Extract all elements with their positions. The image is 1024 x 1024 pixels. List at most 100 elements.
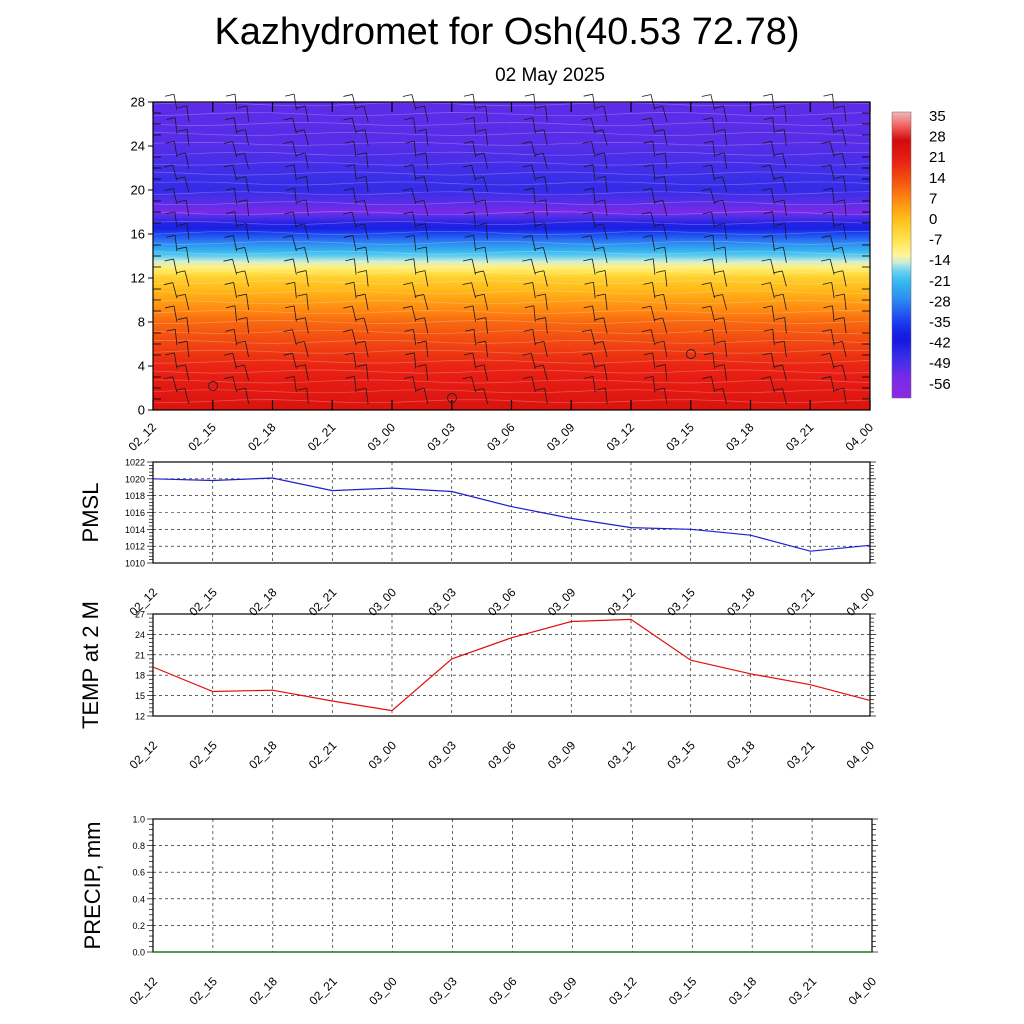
wind-barb [411,282,417,299]
wind-barb [603,247,608,263]
wind-barb-flag [357,270,367,273]
temperature-contour [152,290,871,295]
wind-barb [592,164,596,181]
wind-barb [530,353,536,369]
wind-barb [770,258,775,275]
wind-barb [590,235,596,252]
wind-barb-flag [237,223,247,226]
wind-barb-flag [297,176,307,179]
x-tick-label: 02_21 [305,420,339,454]
wind-barb-flag [164,258,174,262]
wind-barb-flag [534,129,545,133]
wind-barb [831,282,835,299]
wind-barb-flag [762,352,772,356]
wind-barb [662,317,668,334]
wind-barb [724,246,728,263]
wind-barb-flag [821,258,831,262]
wind-barb [543,341,548,358]
wind-barb [425,364,429,381]
wind-barb [483,388,489,405]
wind-barb-flag [653,105,663,109]
wind-barb-flag [594,223,604,227]
wind-barb-flag [405,352,415,356]
wind-barb [232,376,238,393]
wind-barb-flag [714,270,724,274]
wind-barb-flag [295,129,305,133]
wind-barb-flag [295,341,305,344]
wind-barb [293,305,297,322]
wind-barb-flag [415,176,425,180]
temperature-contour [152,369,871,374]
wind-barb-flag [821,235,831,238]
wind-barb-flag [237,293,247,297]
x-tick-label: 03_09 [544,420,578,454]
temperature-contour [152,141,871,146]
wind-barb [831,211,835,228]
wind-barb-flag [464,234,474,238]
wind-barb-flag [654,223,664,227]
wind-barb [663,129,668,146]
wind-barb [722,294,728,311]
wind-barb [602,129,608,146]
wind-barb [352,235,357,252]
wind-barb-flag [713,388,723,391]
wind-barb-flag [417,340,427,344]
wind-barb [531,164,536,181]
wind-barb-flag [223,164,233,168]
wind-barb-flag [166,234,176,238]
wind-barb-flag [166,117,176,120]
wind-barb [542,364,548,381]
y-tick-label: 0.6 [132,868,145,878]
wind-barb-flag [596,293,606,297]
wind-barb-flag [523,117,533,121]
wind-barb-flag [357,364,367,367]
wind-barb-flag [357,152,367,156]
wind-barb-flag [834,105,845,109]
wind-barb-flag [223,141,233,144]
wind-barb [591,258,596,275]
wind-barb [544,176,548,193]
wind-barb-flag [524,187,534,191]
wind-barb [723,270,728,287]
wind-barb-flag [773,270,783,274]
x-tick-label: 02_15 [187,974,221,1008]
wind-barb [544,388,548,405]
colorbar-label: -21 [929,273,951,290]
colorbar-label: -42 [929,335,951,352]
y-tick-label: 12 [131,271,145,286]
wind-barb-flag [402,305,413,309]
temperature-contour [152,389,871,394]
x-tick-label: 02_12 [127,974,161,1008]
wind-barb-flag [820,141,831,144]
wind-barb [532,282,536,299]
wind-barb [712,235,716,252]
wind-barb [352,188,357,205]
wind-barb [712,141,716,158]
wind-barb [724,341,728,358]
temperature-contour [152,112,871,117]
wind-barb [354,376,357,393]
wind-barb [844,199,847,216]
wind-barb [485,341,489,358]
temperature-contour [153,339,871,344]
wind-barb-flag [775,223,785,226]
wind-barb-flag [715,223,725,226]
wind-barb-flag [343,117,353,121]
wind-barb [724,223,728,240]
wind-barb-flag [823,305,833,309]
wind-barb [305,270,309,287]
wind-barb-flag [582,117,592,121]
wind-barb-flag [535,387,545,391]
temperature-contour [152,171,871,176]
wind-barb [604,293,608,310]
wind-barb [246,199,250,216]
wind-barb [605,176,608,193]
wind-barb-flag [644,375,654,379]
wind-barb [413,258,417,275]
x-tick-label: 04_00 [844,738,878,772]
wind-barb-flag [522,164,532,168]
wind-barb [829,141,835,158]
wind-barb [723,152,728,169]
wind-barb [483,176,489,193]
